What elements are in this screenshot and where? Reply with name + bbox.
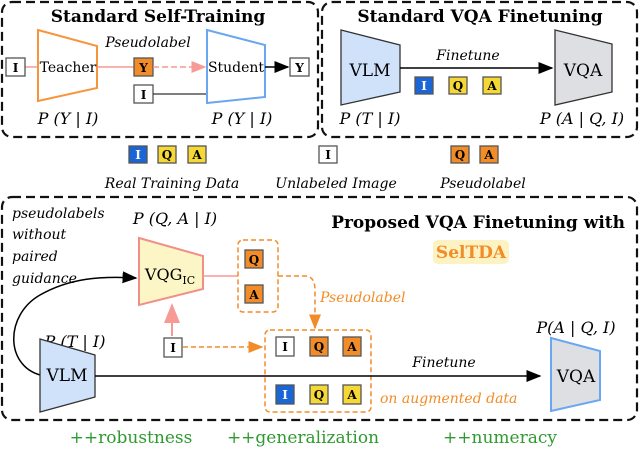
student-label: Student: [208, 60, 264, 76]
vlm-to-vqg-arrow: [13, 271, 138, 376]
benefit-numeracy: ++numeracy: [443, 428, 557, 448]
vqg-model: [138, 236, 204, 307]
pseudo-question-token: [309, 336, 329, 357]
teacher-model: [37, 28, 98, 103]
pseudolabel-label: Pseudolabel: [104, 35, 190, 51]
note-line: pseudolabels: [12, 206, 105, 222]
token-label: A: [346, 388, 357, 402]
vlm-label: VLM: [349, 61, 391, 81]
real-question-token: [448, 76, 468, 95]
token-label: Q: [314, 340, 324, 354]
teacher-prob: P (Y | I): [37, 109, 99, 128]
finetune-label: Finetune: [411, 355, 475, 371]
token-label: I: [421, 79, 427, 93]
token-label: A: [248, 288, 259, 302]
pseudo-question-token: [450, 145, 470, 164]
real-answer-token: [342, 384, 362, 405]
token-label: Q: [314, 388, 324, 402]
augmented-label: on augmented data: [380, 391, 517, 407]
augmented-data-group: [264, 329, 372, 413]
token-label: Q: [162, 148, 172, 162]
y-token-label: Y: [138, 61, 148, 75]
output-y-token: [289, 57, 310, 77]
pseudolabel-label: Pseudolabel: [319, 290, 405, 306]
unlabeled-image-token: [275, 336, 295, 357]
pseudo-answer-token: [244, 284, 264, 304]
token-label: Q: [455, 148, 465, 162]
pseudolabel-arrow: [278, 275, 321, 330]
panel-vqa-finetuning: Standard VQA Finetuning VLM Finetune I Q…: [320, 0, 639, 139]
vlm-label: VLM: [46, 366, 88, 386]
unlabeled-image-token: [318, 145, 338, 164]
token-label: I: [325, 148, 331, 162]
image-token-label: I: [13, 61, 19, 75]
legend: I Q A Real Training Data I Unlabeled Ima…: [104, 145, 526, 192]
image-token-label: I: [141, 88, 147, 102]
vqg-prob: P (Q, A | I): [132, 209, 217, 228]
image-token: [5, 57, 26, 77]
vqa-model: [554, 29, 613, 106]
token-label: I: [282, 340, 288, 354]
benefit-robustness: ++robustness: [70, 428, 193, 448]
real-image-token: [414, 76, 434, 95]
vlm-model: [340, 29, 401, 106]
token-label: I: [282, 388, 288, 402]
pseudo-answer-token: [479, 145, 499, 164]
pseudo-answer-token: [342, 336, 362, 357]
vqa-prob: P (A | Q, I): [539, 109, 624, 128]
note-line: guidance: [12, 271, 77, 287]
legend-pseudolabel: Pseudolabel: [439, 176, 525, 192]
real-answer-token: [482, 76, 502, 95]
real-question-token: [309, 384, 329, 405]
method-highlight: [433, 240, 509, 264]
student-model: [206, 28, 266, 105]
panel-self-training: Standard Self-Training I Teacher Pseudol…: [0, 0, 320, 139]
unlabeled-image-token: [163, 337, 183, 358]
student-prob: P (Y | I): [211, 109, 273, 128]
token-label: A: [483, 148, 494, 162]
panel-title: Standard Self-Training: [51, 7, 266, 27]
vqg-label: VQGIC: [144, 265, 195, 287]
real-answer-token: [187, 145, 207, 164]
token-label: I: [170, 341, 176, 355]
token-label: A: [486, 79, 497, 93]
vqa-label: VQA: [563, 61, 603, 81]
token-label: A: [191, 148, 202, 162]
vqa-model: [550, 336, 601, 413]
vlm-prob: P (T | I): [339, 109, 401, 128]
note-line: paired: [12, 249, 58, 265]
benefit-generalization: ++generalization: [227, 428, 379, 448]
real-question-token: [157, 145, 177, 164]
real-image-token: [128, 145, 148, 164]
real-image-token: [275, 384, 295, 405]
finetune-label: Finetune: [435, 48, 499, 64]
token-label: Q: [453, 79, 463, 93]
note-line: without: [12, 227, 67, 243]
vlm-model: [39, 338, 96, 413]
token-label: I: [135, 148, 141, 162]
panel-title: Proposed VQA Finetuning with: [331, 213, 625, 233]
token-label: Q: [249, 253, 259, 267]
vqa-prob: P(A | Q, I): [535, 318, 615, 337]
vqa-label: VQA: [556, 367, 596, 387]
teacher-label: Teacher: [40, 60, 97, 76]
panel-title: Standard VQA Finetuning: [357, 7, 602, 27]
legend-unlabeled: Unlabeled Image: [275, 176, 396, 192]
method-name: SelTDA: [436, 243, 507, 263]
legend-real-data: Real Training Data: [104, 176, 239, 192]
pseudo-question-token: [244, 249, 264, 269]
y-token-label: Y: [294, 61, 304, 75]
token-label: A: [346, 340, 357, 354]
panel-proposed: pseudolabels without paired guidance Pro…: [0, 195, 639, 422]
